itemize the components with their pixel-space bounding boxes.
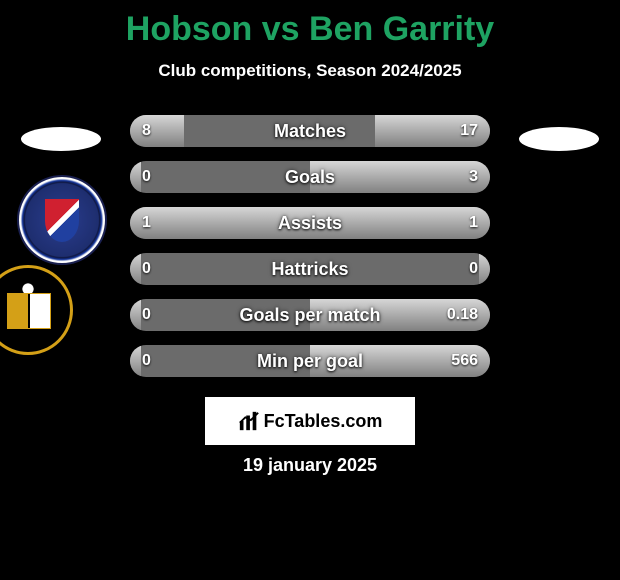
stat-row: Goals per match0 0.18	[130, 299, 490, 331]
club-badge-right	[0, 265, 73, 355]
stat-label: Hattricks	[130, 253, 490, 285]
stat-row: Min per goal0 566	[130, 345, 490, 377]
subtitle: Club competitions, Season 2024/2025	[0, 61, 620, 81]
stat-value-left: 0	[142, 161, 151, 193]
stat-value-right: 1	[469, 207, 478, 239]
stat-row: Assists1 1	[130, 207, 490, 239]
date-label: 19 january 2025	[0, 455, 620, 476]
branding-text: FcTables.com	[264, 411, 383, 432]
comparison-card: Hobson vs Ben Garrity Club competitions,…	[0, 0, 620, 580]
stat-value-right: 566	[451, 345, 478, 377]
stat-value-left: 1	[142, 207, 151, 239]
stat-value-right: 3	[469, 161, 478, 193]
stat-label: Goals	[130, 161, 490, 193]
stat-label: Min per goal	[130, 345, 490, 377]
stat-value-left: 0	[142, 253, 151, 285]
brand-chart-icon	[238, 410, 260, 432]
stat-value-right: 17	[460, 115, 478, 147]
stat-value-left: 8	[142, 115, 151, 147]
stat-label: Assists	[130, 207, 490, 239]
club-badge-left	[17, 175, 107, 265]
player-left-marker	[21, 127, 101, 151]
chart-area: Matches817Goals03Assists11Hattricks00Goa…	[0, 115, 620, 295]
stat-label: Goals per match	[130, 299, 490, 331]
stat-row: Matches8 17	[130, 115, 490, 147]
stat-label: Matches	[130, 115, 490, 147]
stat-value-left: 0	[142, 345, 151, 377]
stat-row: Hattricks0 0	[130, 253, 490, 285]
stat-bars: Matches817Goals03Assists11Hattricks00Goa…	[130, 115, 490, 391]
stat-row: Goals0 3	[130, 161, 490, 193]
page-title: Hobson vs Ben Garrity	[0, 0, 620, 49]
branding-badge: FcTables.com	[205, 397, 415, 445]
stat-value-right: 0.18	[447, 299, 478, 331]
stat-value-left: 0	[142, 299, 151, 331]
stat-value-right: 0	[469, 253, 478, 285]
player-right-marker	[519, 127, 599, 151]
